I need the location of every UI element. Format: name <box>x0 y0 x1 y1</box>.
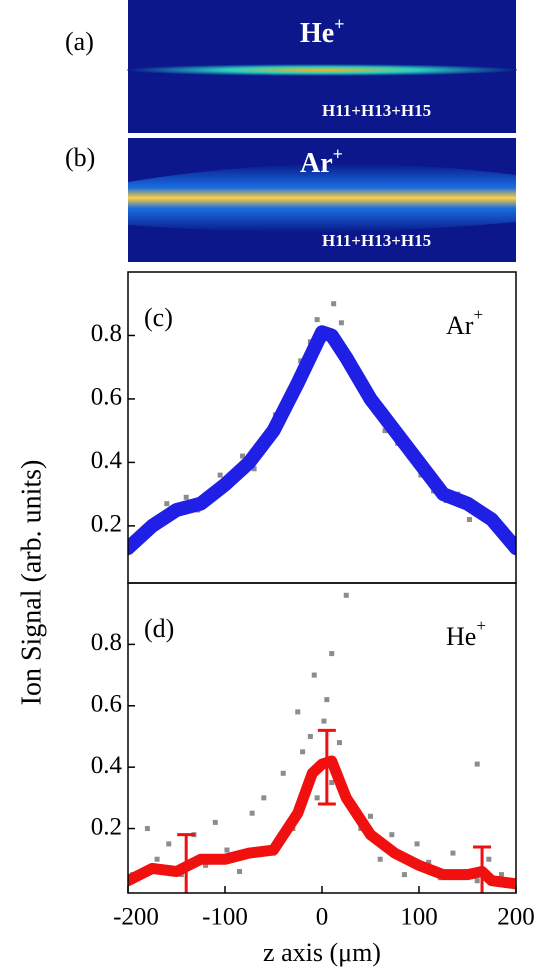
data-point <box>331 301 337 307</box>
data-point <box>261 795 267 801</box>
plot-area <box>128 592 516 893</box>
y-axis-label: Ion Signal (arb. units) <box>16 460 47 706</box>
panel-label: (a) <box>65 27 94 56</box>
y-tick-label: 0.8 <box>91 629 122 656</box>
data-point <box>164 501 170 507</box>
panel-label: (c) <box>144 303 173 332</box>
data-point <box>498 872 504 878</box>
data-point <box>300 749 306 755</box>
data-point <box>329 780 335 786</box>
ion: He <box>300 18 334 49</box>
x-tick-label: -200 <box>113 904 159 931</box>
data-point <box>466 517 472 523</box>
ion-label: Ar+ <box>300 144 343 179</box>
data-point <box>377 856 383 862</box>
data-point <box>154 856 160 862</box>
panel-label: (d) <box>144 614 174 643</box>
data-point <box>203 862 209 868</box>
data-point <box>307 733 313 739</box>
error-bar <box>317 728 336 806</box>
data-point <box>338 320 344 326</box>
ion-charge: + <box>473 305 483 324</box>
ion-label: Ar+ <box>446 305 483 340</box>
data-point <box>224 847 230 853</box>
ion-charge: + <box>476 616 486 635</box>
error-bar-line <box>177 833 196 893</box>
data-point <box>414 841 420 847</box>
error-bar <box>473 845 492 893</box>
y-tick-label: 0.2 <box>91 511 122 538</box>
data-point <box>251 466 257 472</box>
ion: He <box>446 622 476 651</box>
data-point <box>217 472 223 478</box>
y-tick-label: 0.4 <box>91 447 123 474</box>
y-tick-label: 0.2 <box>91 813 122 840</box>
data-point <box>166 841 172 847</box>
harmonics: H11+H13+H15 <box>322 101 431 120</box>
data-point <box>239 453 245 459</box>
data-point <box>368 813 373 819</box>
error-bar-line <box>473 845 492 893</box>
ion-charge: + <box>333 144 343 164</box>
harmonics: H11+H13+H15 <box>322 231 431 250</box>
data-point <box>144 826 150 832</box>
ion-label: He+ <box>300 14 344 49</box>
x-tick-label: 100 <box>400 904 438 931</box>
data-point <box>343 592 349 598</box>
data-point <box>336 740 342 746</box>
y-tick-label: 0.8 <box>91 320 122 347</box>
data-point <box>389 832 395 838</box>
ion: Ar <box>446 311 474 340</box>
data-point <box>382 428 388 434</box>
data-point <box>295 709 301 715</box>
data-point <box>280 770 286 776</box>
x-tick-label: -100 <box>202 904 248 931</box>
ion-band <box>127 64 517 76</box>
data-point <box>450 850 456 856</box>
ion-band <box>128 164 516 232</box>
data-point <box>329 651 335 657</box>
data-point <box>183 494 189 500</box>
ion-label: He+ <box>446 616 486 651</box>
data-point <box>426 859 432 865</box>
y-tick-label: 0.6 <box>91 691 122 718</box>
data-point <box>311 672 317 678</box>
data-point <box>474 761 480 767</box>
data-point <box>314 317 320 323</box>
data-point <box>237 869 243 875</box>
data-point <box>324 697 330 703</box>
data-point <box>212 819 218 825</box>
y-tick-label: 0.6 <box>91 384 122 411</box>
panel-label: (b) <box>65 143 95 172</box>
error-bar-line <box>317 728 336 806</box>
data-point <box>321 718 327 724</box>
data-point <box>314 795 320 801</box>
data-point <box>249 810 255 816</box>
data-point <box>401 872 407 878</box>
y-tick-label: 0.4 <box>91 752 123 779</box>
data-point <box>486 856 492 862</box>
ion-charge: + <box>334 14 344 34</box>
x-axis-label: z axis (μm) <box>263 938 381 967</box>
plot-area <box>128 301 516 556</box>
data-point <box>474 878 480 884</box>
x-tick-label: 0 <box>316 904 329 931</box>
error-bar <box>177 833 196 893</box>
ion: Ar <box>300 148 333 179</box>
x-tick-label: 200 <box>497 904 535 931</box>
data-line <box>128 325 516 556</box>
